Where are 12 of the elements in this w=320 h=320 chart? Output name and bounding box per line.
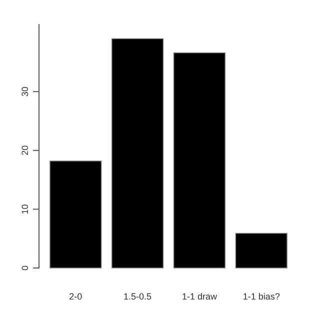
x-tick-label: 1.5-0.5 bbox=[124, 291, 152, 302]
y-tick-label: 30 bbox=[20, 86, 30, 97]
x-tick-label: 2-0 bbox=[69, 291, 82, 302]
y-tick-label: 10 bbox=[20, 204, 30, 214]
bar bbox=[235, 232, 288, 268]
y-tick-label: 0 bbox=[20, 265, 30, 271]
bar bbox=[111, 38, 164, 268]
x-tick-label: 1-1 draw bbox=[182, 291, 218, 302]
y-tick-label: 20 bbox=[20, 145, 30, 156]
x-tick-label: 1-1 bias? bbox=[242, 291, 280, 302]
bar bbox=[173, 52, 226, 268]
bar bbox=[50, 160, 102, 268]
